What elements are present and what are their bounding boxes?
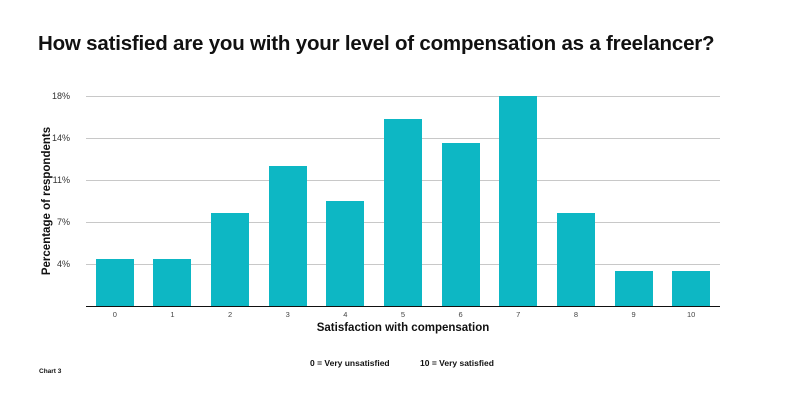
scale-note-min: 0 = Very unsatisfied [310, 358, 390, 368]
x-tick-label: 3 [285, 310, 290, 319]
x-tick-label: 10 [687, 310, 696, 319]
y-tick-label: 18% [51, 91, 70, 101]
y-tick-label: 11% [52, 175, 70, 185]
bar-7 [499, 96, 538, 306]
x-tick-label: 8 [573, 310, 578, 319]
scale-note-max: 10 = Very satisfied [420, 358, 494, 368]
bar-5 [384, 119, 422, 306]
bar-8 [556, 212, 595, 306]
x-tick-label: 2 [227, 310, 233, 319]
bar-4 [326, 201, 365, 306]
bar-9 [614, 271, 653, 306]
y-tick-label: 4% [56, 259, 70, 269]
bar-1 [153, 259, 192, 306]
x-tick-label: 6 [458, 310, 463, 319]
x-tick-label: 0 [112, 310, 117, 319]
bar-0 [95, 259, 134, 306]
y-tick-label: 14% [51, 133, 70, 143]
y-tick-label: 7% [56, 217, 70, 227]
x-tick-label: 9 [631, 310, 636, 319]
plot-area: 4% 7% 11% 14% 18% 0 1 2 3 4 5 6 7 8 9 10 [52, 91, 720, 319]
bar-2 [211, 212, 250, 306]
x-tick-label: 7 [516, 310, 521, 319]
bar-10 [672, 271, 711, 306]
bar-6 [441, 142, 480, 306]
bar-3 [268, 166, 307, 306]
x-axis-label: Satisfaction with compensation [316, 322, 490, 334]
x-tick-label: 5 [400, 310, 406, 319]
chart-title: How satisfied are you with your level of… [38, 32, 715, 55]
chart-caption: Chart 3 [39, 368, 62, 375]
y-axis-label: Percentage of respondents [41, 126, 53, 276]
x-tick-label: 4 [343, 310, 348, 319]
gridline [86, 96, 720, 97]
x-axis-line [86, 305, 720, 307]
x-tick-label: 1 [170, 310, 175, 319]
